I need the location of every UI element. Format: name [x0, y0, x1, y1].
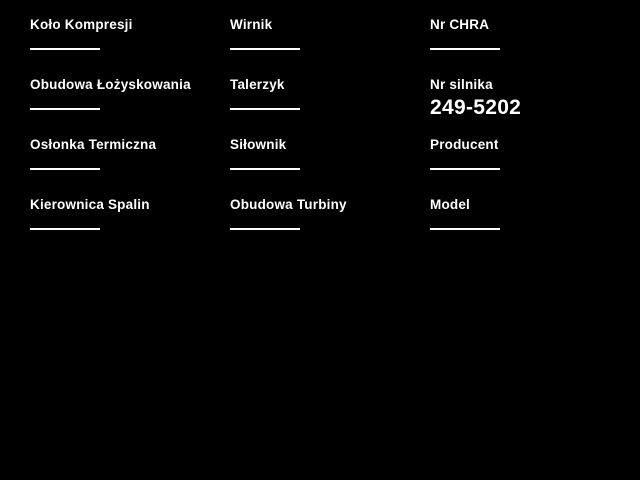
field-label: Kierownica Spalin	[30, 197, 150, 212]
field-label: Producent	[430, 137, 499, 152]
field-nr-silnika: Nr silnika 249-5202	[430, 76, 620, 120]
text-input-underline[interactable]	[30, 48, 100, 50]
text-input-underline[interactable]	[230, 228, 300, 230]
text-input-underline[interactable]	[230, 108, 300, 110]
field-kierownica-spalin: Kierownica Spalin	[30, 196, 220, 230]
field-oslonka-termiczna: Osłonka Termiczna	[30, 136, 220, 170]
text-input-underline[interactable]	[430, 168, 500, 170]
field-kolo-kompresji: Koło Kompresji	[30, 16, 220, 50]
engine-number-value[interactable]: 249-5202	[430, 96, 522, 119]
text-input-underline[interactable]	[230, 168, 300, 170]
text-input-underline[interactable]	[430, 228, 500, 230]
field-label: Osłonka Termiczna	[30, 137, 157, 152]
text-input-underline[interactable]	[30, 228, 100, 230]
field-label: Obudowa Turbiny	[230, 197, 347, 212]
field-model: Model	[430, 196, 620, 230]
text-input-underline[interactable]	[230, 48, 300, 50]
field-wirnik: Wirnik	[230, 16, 420, 50]
field-obudowa-turbiny: Obudowa Turbiny	[230, 196, 420, 230]
field-label: Talerzyk	[230, 77, 285, 92]
text-input-underline[interactable]	[430, 48, 500, 50]
field-obudowa-lozyskowania: Obudowa Łożyskowania	[30, 76, 220, 110]
field-label: Nr CHRA	[430, 17, 490, 32]
text-input-underline[interactable]	[30, 168, 100, 170]
field-nr-chra: Nr CHRA	[430, 16, 620, 50]
text-input-underline[interactable]	[30, 108, 100, 110]
field-label: Koło Kompresji	[30, 17, 133, 32]
field-label: Wirnik	[230, 17, 273, 32]
field-talerzyk: Talerzyk	[230, 76, 420, 110]
field-label: Siłownik	[230, 137, 287, 152]
field-label: Nr silnika	[430, 77, 493, 92]
field-label: Obudowa Łożyskowania	[30, 77, 191, 92]
field-silownik: Siłownik	[230, 136, 420, 170]
field-producent: Producent	[430, 136, 620, 170]
field-label: Model	[430, 197, 470, 212]
